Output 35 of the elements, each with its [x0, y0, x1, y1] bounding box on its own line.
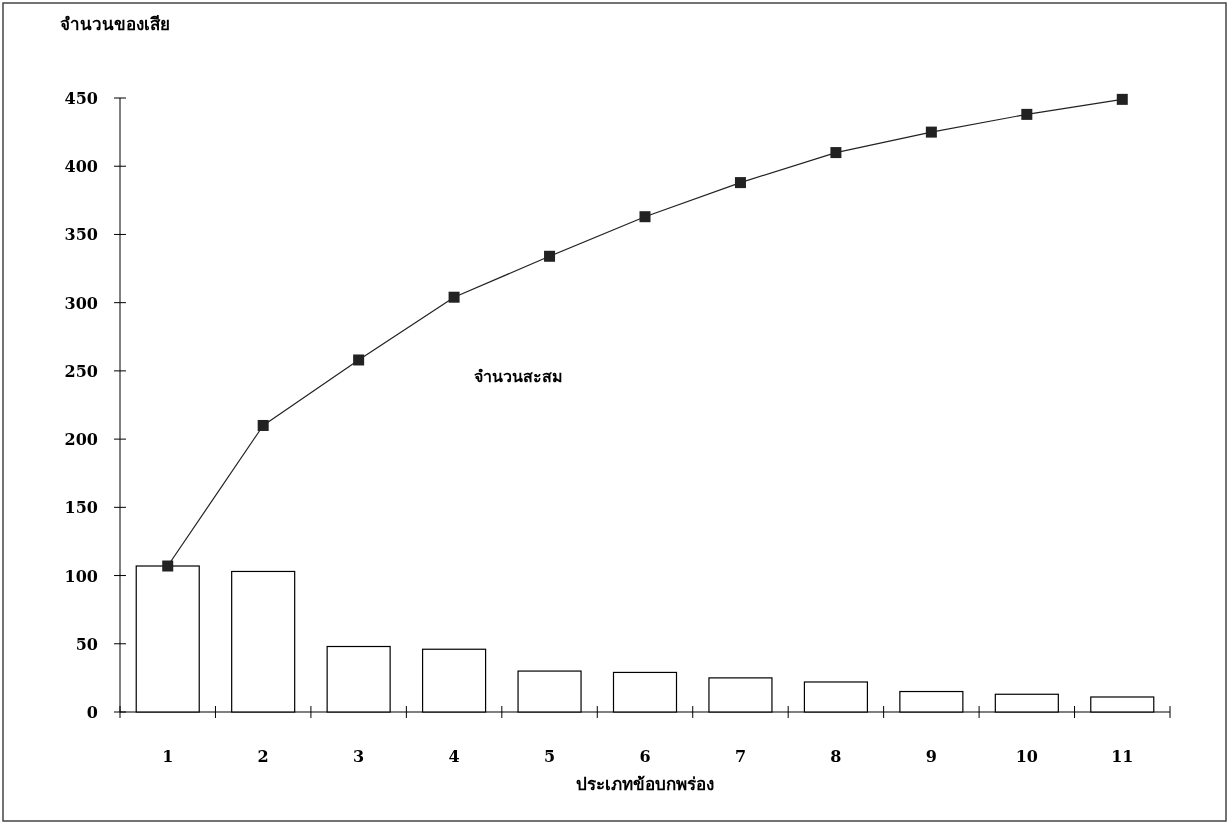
- y-tick-label: 250: [64, 361, 98, 381]
- y-tick-label: 350: [64, 225, 98, 245]
- y-tick-label: 200: [64, 430, 98, 450]
- point: [353, 354, 365, 366]
- x-tick-label: 2: [257, 747, 269, 766]
- x-tick-label: 6: [639, 747, 651, 766]
- point: [257, 419, 269, 431]
- point: [734, 177, 746, 189]
- point: [830, 147, 842, 159]
- x-tick-label: 3: [353, 747, 365, 766]
- text: จำนวนสะสม: [474, 367, 564, 387]
- point: [925, 126, 937, 138]
- x-tick-label: 4: [448, 747, 460, 766]
- point: [162, 560, 174, 572]
- point: [448, 291, 460, 303]
- x-tick-label: 9: [925, 747, 937, 766]
- y-axis-title: จำนวนของเสีย: [60, 14, 170, 34]
- y-tick-label: 300: [64, 293, 98, 313]
- x-tick-label: 10: [1015, 747, 1038, 766]
- x-tick-label: 8: [830, 747, 842, 766]
- x-tick-label: 1: [162, 747, 174, 766]
- point: [639, 211, 651, 223]
- y-tick-label: 450: [64, 89, 98, 108]
- x-axis-title: ประเภทข้อบกพร่อง: [576, 774, 714, 794]
- x-tick-label: 11: [1111, 747, 1134, 766]
- y-tick-label: 0: [86, 703, 98, 722]
- point: [1021, 108, 1033, 120]
- y-tick-label: 150: [64, 498, 98, 518]
- x-tick-label: 7: [734, 747, 747, 766]
- y-tick-label: 400: [64, 157, 98, 177]
- y-tick-label: 50: [75, 634, 98, 654]
- point: [544, 250, 556, 262]
- x-tick-label: 5: [543, 747, 556, 766]
- point: [1116, 93, 1128, 105]
- y-tick-label: 100: [64, 566, 98, 586]
